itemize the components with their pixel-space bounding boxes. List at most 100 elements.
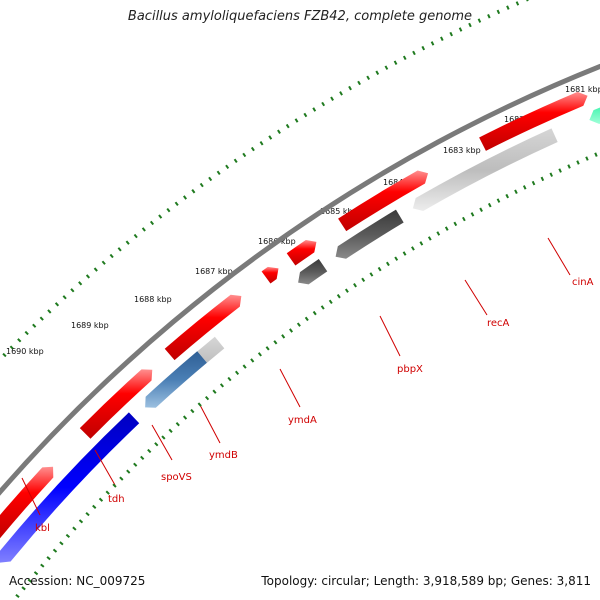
- ruler-tick: [174, 201, 179, 206]
- inner-tick: [133, 462, 138, 467]
- gene-labels: cinA recA pbpX ymdA ymdB spoVS tdh kbl: [21, 237, 594, 534]
- inner-tick: [328, 299, 333, 305]
- forward-cds-arrow: [338, 170, 429, 232]
- inner-tick: [419, 241, 424, 246]
- inner-tick: [227, 376, 232, 382]
- inner-tick: [427, 236, 432, 241]
- ruler-tick: [233, 158, 238, 164]
- ruler-tick: [39, 316, 44, 321]
- tdh-gene-arrow: [145, 351, 207, 408]
- inner-tick: [257, 352, 262, 357]
- inner-tick: [386, 261, 390, 267]
- inner-tick: [558, 168, 562, 173]
- ruler-tick: [32, 323, 37, 328]
- inner-tick: [436, 231, 441, 236]
- ruler-tick: [421, 45, 426, 51]
- ruler-tick: [259, 141, 264, 146]
- forward-cds-arrow: [286, 240, 317, 266]
- ruler-tick: [348, 85, 352, 91]
- ruler-tick: [285, 123, 290, 129]
- ruler-label: 1687 kbp: [195, 267, 233, 276]
- inner-tick: [21, 586, 26, 591]
- inner-tick: [594, 152, 598, 157]
- inner-tick: [126, 469, 131, 474]
- ruler-label: 1685 kbp: [320, 207, 358, 216]
- ruler-tick: [101, 260, 106, 265]
- ruler-tick: [487, 13, 491, 19]
- inner-tick: [567, 164, 571, 169]
- inner-tick: [312, 310, 317, 316]
- ruler-tick: [312, 107, 317, 112]
- inner-tick: [361, 277, 366, 283]
- ruler-tick: [393, 60, 398, 65]
- inner-tick: [219, 383, 225, 388]
- ruler-tick: [133, 233, 138, 239]
- ruler-label: 1681 kbp: [565, 85, 600, 94]
- ruler-tick: [515, 1, 520, 6]
- inner-tick: [98, 497, 104, 502]
- inner-tick: [576, 160, 580, 165]
- gene-label-spoVS: spoVS: [161, 472, 192, 483]
- ruler-tick: [2, 352, 7, 358]
- inner-tick: [197, 402, 202, 407]
- forward-cds-arrow: [261, 266, 279, 284]
- gene-label-ymdA: ymdA: [288, 415, 317, 426]
- ruler-tick: [183, 195, 188, 200]
- inner-tick: [549, 172, 553, 177]
- ruler-tick: [109, 253, 114, 259]
- ruler-tick: [384, 65, 389, 70]
- ruler-tick: [24, 330, 29, 336]
- ruler-tick: [477, 18, 482, 23]
- inner-tick: [505, 193, 509, 199]
- kbl-gene-arrow: [0, 412, 140, 563]
- inner-tick: [369, 272, 374, 277]
- ruler-tick: [166, 207, 171, 213]
- spoVS-gene-arrow: [298, 259, 328, 285]
- ruler-tick: [70, 288, 75, 293]
- gene-label-cinA: cinA: [572, 277, 594, 288]
- pbpX-gene-arrow: [589, 107, 600, 124]
- ruler-tick: [54, 302, 60, 307]
- ruler-tick: [125, 240, 130, 245]
- ruler-tick: [93, 267, 98, 272]
- genome-backbone: [0, 63, 600, 496]
- ruler-tick: [191, 189, 196, 194]
- ruler-tick: [277, 129, 281, 134]
- ruler-label: 1690 kbp: [6, 347, 44, 356]
- ruler-tick: [242, 152, 247, 158]
- ymdB-gene-arrow: [335, 209, 404, 259]
- inner-tick: [112, 483, 117, 488]
- inner-tick: [72, 526, 77, 531]
- inner-tick: [234, 370, 240, 375]
- ruler-tick: [216, 170, 221, 176]
- ruler-tick: [303, 112, 308, 118]
- inner-tick: [92, 504, 97, 510]
- inner-tick: [212, 389, 217, 394]
- inner-tick: [336, 294, 341, 299]
- ruler-tick: [62, 295, 67, 300]
- inner-tick: [353, 283, 357, 288]
- ruler-tick: [117, 247, 122, 252]
- inner-tick: [540, 176, 545, 182]
- ruler-tick: [208, 176, 213, 182]
- ruler-tick: [366, 75, 371, 81]
- inner-tick: [304, 316, 309, 322]
- genome-summary-text: Topology: circular; Length: 3,918,589 bp…: [261, 574, 591, 588]
- gene-leader-line: [464, 279, 488, 316]
- inner-tick: [15, 593, 20, 599]
- inner-tick: [470, 212, 475, 217]
- ruler-tick: [85, 274, 91, 279]
- inner-tick: [52, 548, 58, 553]
- inner-tick: [154, 442, 159, 447]
- inner-tick: [190, 408, 195, 414]
- ruler-tick: [141, 227, 146, 232]
- gene-label-tdh: tdh: [108, 494, 125, 505]
- forward-cds-arrow: [0, 466, 54, 539]
- inner-tick: [242, 364, 247, 369]
- gene-features: [0, 91, 600, 563]
- ruler-label: 1689 kbp: [71, 321, 109, 330]
- inner-tick: [453, 221, 458, 227]
- ruler-label: 1683 kbp: [443, 146, 481, 155]
- inner-tick: [85, 512, 90, 517]
- inner-tick: [320, 305, 325, 310]
